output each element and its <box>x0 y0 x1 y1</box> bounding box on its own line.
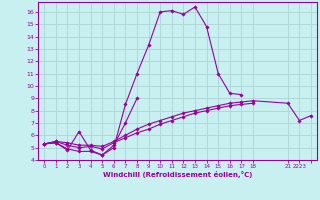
X-axis label: Windchill (Refroidissement éolien,°C): Windchill (Refroidissement éolien,°C) <box>103 171 252 178</box>
